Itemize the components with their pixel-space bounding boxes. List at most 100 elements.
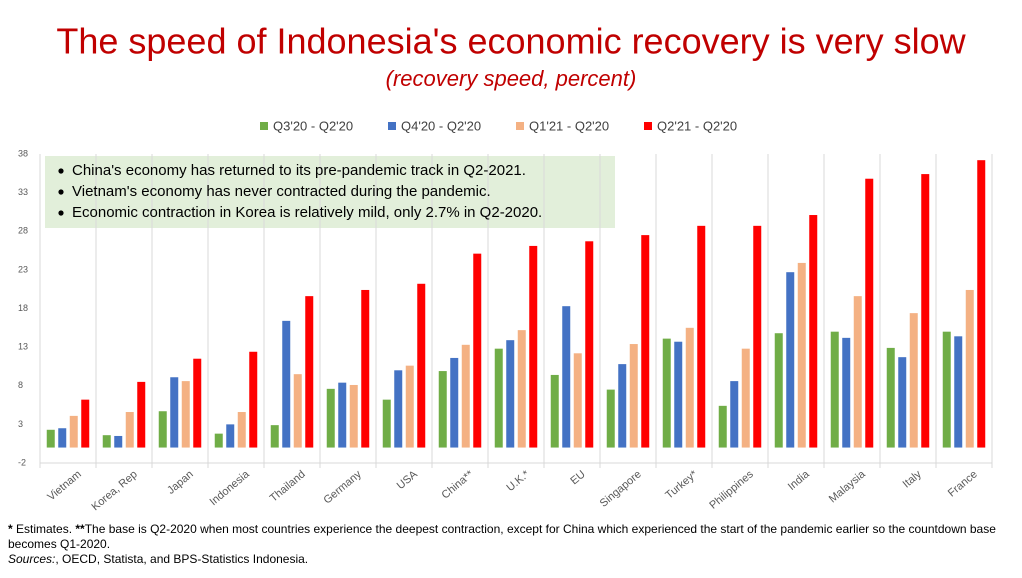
y-tick-label: 18 — [18, 303, 28, 313]
bar — [629, 344, 638, 448]
bar — [181, 381, 190, 448]
bar — [562, 306, 571, 448]
legend-label: Q4'20 - Q2'20 — [401, 118, 481, 133]
bar — [697, 225, 706, 448]
bar — [529, 245, 538, 448]
bar — [853, 296, 862, 448]
bullet — [58, 189, 64, 195]
sources-line: Sources:, OECD, Statista, and BPS-Statis… — [8, 552, 1013, 567]
footnote: * Estimates. **The base is Q2-2020 when … — [8, 522, 1013, 567]
x-tick-label: Italy — [901, 468, 925, 490]
bar — [461, 344, 470, 448]
bar — [170, 377, 179, 448]
bar — [886, 347, 895, 448]
bar — [618, 364, 627, 448]
annotation-box — [45, 156, 615, 228]
bar — [954, 336, 963, 448]
x-tick-label: Indonesia — [208, 468, 253, 508]
footnote-line: * Estimates. **The base is Q2-2020 when … — [8, 522, 1013, 552]
bar — [102, 435, 111, 448]
bar — [69, 415, 78, 448]
bar — [942, 331, 951, 448]
bar — [830, 331, 839, 448]
bar — [797, 262, 806, 448]
bar — [193, 358, 202, 448]
bar — [585, 241, 594, 448]
annotation: China's economy has returned to its pre-… — [72, 162, 526, 179]
chart-title: The speed of Indonesia's economic recove… — [56, 21, 966, 62]
y-tick-label: -2 — [18, 457, 26, 467]
bar — [81, 399, 90, 448]
legend-label: Q3'20 - Q2'20 — [273, 118, 353, 133]
bar — [674, 341, 683, 448]
bar — [450, 357, 459, 448]
bar — [125, 412, 134, 448]
chart-subtitle: (recovery speed, percent) — [386, 66, 637, 91]
legend-label: Q2'21 - Q2'20 — [657, 118, 737, 133]
bar — [349, 384, 358, 448]
footnote-text: The base is Q2-2020 when most countries … — [8, 522, 996, 551]
footnote-marker: ** — [75, 522, 85, 536]
legend-swatch — [260, 122, 268, 130]
footnote-marker: * — [8, 522, 13, 536]
bar — [865, 178, 874, 448]
legend-label: Q1'21 - Q2'20 — [529, 118, 609, 133]
bar — [506, 340, 515, 448]
x-tick-label: Japan — [165, 468, 196, 496]
bar — [438, 371, 447, 448]
bar — [550, 374, 559, 448]
x-tick-label: Philippines — [707, 468, 756, 512]
bar — [473, 253, 482, 448]
bar — [282, 320, 291, 448]
bar — [338, 382, 347, 448]
chart: The speed of Indonesia's economic recove… — [18, 21, 993, 513]
y-tick-label: 33 — [18, 187, 28, 197]
x-tick-label: Germany — [321, 468, 364, 507]
x-tick-label: France — [946, 468, 980, 499]
x-tick-label: Turkey* — [663, 468, 700, 502]
bar — [326, 388, 335, 448]
x-tick-label: Singapore — [598, 468, 644, 509]
bar — [921, 174, 930, 448]
bar — [730, 381, 739, 448]
bar — [573, 353, 582, 448]
bar — [382, 399, 391, 448]
bar — [718, 405, 727, 448]
x-tick-label: Malaysia — [827, 468, 869, 506]
bar — [494, 348, 503, 448]
bar — [977, 160, 986, 448]
footnote-text: Estimates. — [12, 522, 76, 536]
x-tick-label: U.K.* — [504, 468, 532, 494]
bar — [753, 225, 762, 448]
y-tick-label: 3 — [18, 419, 23, 429]
annotation: Economic contraction in Korea is relativ… — [72, 204, 542, 221]
bar — [809, 215, 818, 448]
x-tick-label: EU — [568, 468, 587, 487]
legend-swatch — [388, 122, 396, 130]
bullet — [58, 168, 64, 174]
bar — [394, 370, 403, 448]
bar — [774, 333, 783, 448]
bar — [898, 357, 907, 448]
bar — [361, 289, 370, 448]
x-tick-label: Vietnam — [45, 468, 83, 503]
x-tick-label: China** — [439, 468, 476, 502]
bar — [137, 381, 146, 448]
bar — [685, 327, 694, 448]
y-tick-label: 23 — [18, 264, 28, 274]
legend-swatch — [644, 122, 652, 130]
bar — [786, 272, 795, 448]
bar — [270, 425, 279, 448]
bar — [226, 424, 235, 448]
bar — [237, 412, 246, 448]
bar — [909, 313, 918, 448]
legend-swatch — [516, 122, 524, 130]
bar — [662, 338, 671, 448]
bar — [417, 283, 426, 448]
bar — [606, 389, 615, 448]
bar — [158, 411, 167, 448]
bullet — [58, 210, 64, 216]
bar — [965, 289, 974, 448]
sources-label: Sources: — [8, 552, 56, 566]
